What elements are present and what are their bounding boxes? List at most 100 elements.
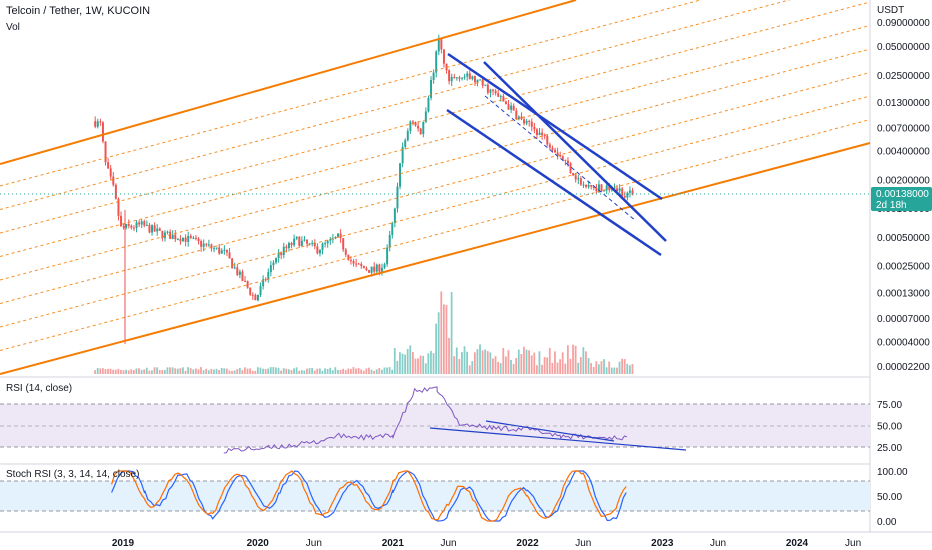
stoch-title[interactable]: Stoch RSI (3, 3, 14, 14, close) xyxy=(6,469,139,480)
chart-title[interactable]: Telcoin / Tether, 1W, KUCOIN xyxy=(6,5,150,17)
volume-bar xyxy=(370,369,373,374)
candle-body xyxy=(450,77,453,82)
volume-bar xyxy=(579,357,582,374)
candle-body xyxy=(362,266,365,269)
volume-bar xyxy=(530,355,533,374)
candle-body xyxy=(600,184,603,192)
volume-bar xyxy=(399,352,401,374)
volume-bar xyxy=(225,368,228,374)
volume-bar xyxy=(241,370,244,374)
candle-body xyxy=(618,188,621,192)
volume-bar xyxy=(169,367,171,374)
time-tick-label: Jun xyxy=(710,538,726,549)
candle-body xyxy=(461,77,464,79)
channel-fan-line xyxy=(0,0,703,187)
volume-bar xyxy=(171,367,174,374)
volume-bar xyxy=(481,350,484,374)
volume-bar xyxy=(148,370,151,374)
volume-bar xyxy=(277,367,280,374)
volume-bar xyxy=(267,368,270,374)
volume-bar xyxy=(605,367,608,374)
volume-bar xyxy=(259,367,262,374)
candle-body xyxy=(592,186,595,188)
time-tick-label: 2022 xyxy=(516,538,539,549)
candle-body xyxy=(161,230,164,239)
volume-bar xyxy=(355,368,357,374)
rsi-trendline-b xyxy=(485,420,615,442)
volume-bar xyxy=(285,368,288,374)
volume-bar xyxy=(533,352,536,374)
time-tick-label: 2023 xyxy=(651,538,674,549)
candle-body xyxy=(626,192,629,198)
price-tick-label: 0.01300000 xyxy=(877,98,930,109)
volume-bar xyxy=(608,361,611,374)
candle-body xyxy=(494,90,497,94)
volume-bar xyxy=(238,367,241,374)
volume-bar xyxy=(324,368,326,374)
price-tick-label: 0.02500000 xyxy=(877,71,930,82)
volume-bar xyxy=(422,355,425,374)
candle-body xyxy=(282,246,285,256)
volume-bar xyxy=(512,364,515,374)
candle-body xyxy=(156,228,159,232)
candle-body xyxy=(184,237,187,242)
volume-bar xyxy=(566,345,569,374)
volume-bar xyxy=(628,365,631,374)
volume-bar xyxy=(249,368,251,374)
candle-body xyxy=(603,190,606,192)
time-axis[interactable]: 2019 2020 Jun 2021 Jun 2022 Jun 2023 Jun 2024 Jun xyxy=(112,538,861,549)
volume-label[interactable]: Vol xyxy=(6,22,20,33)
volume-bar xyxy=(205,368,208,374)
volume-bar xyxy=(280,370,282,374)
price-tick-label: 0.00050000 xyxy=(877,233,930,244)
volume-bar xyxy=(616,367,618,374)
candle-body xyxy=(264,279,267,281)
candle-body xyxy=(182,237,185,242)
candle-body xyxy=(215,247,218,249)
candle-body xyxy=(138,222,141,225)
candle-body xyxy=(497,93,500,97)
candle-body xyxy=(249,287,252,295)
volume-bar xyxy=(272,367,275,374)
candle-body xyxy=(109,168,112,177)
volume-bar xyxy=(564,363,567,374)
volume-bar xyxy=(378,367,381,374)
candle-body xyxy=(176,238,179,240)
volume-bar xyxy=(166,367,169,374)
volume-bar xyxy=(262,368,264,374)
candle-body xyxy=(256,294,259,301)
candle-body xyxy=(349,260,352,262)
candle-body xyxy=(194,237,197,239)
volume-bar xyxy=(510,359,512,374)
volume-bar xyxy=(117,368,120,374)
candle-body xyxy=(360,264,363,267)
volume-bar xyxy=(207,370,210,374)
stoch-band xyxy=(0,481,870,511)
volume-bar xyxy=(554,351,556,374)
candle-body xyxy=(455,77,458,79)
rsi-title[interactable]: RSI (14, close) xyxy=(6,383,72,394)
candle-body xyxy=(272,262,275,266)
wedge-middle-line xyxy=(483,61,667,242)
candle-body xyxy=(543,135,546,137)
channel-fan-line xyxy=(0,95,871,328)
candle-body xyxy=(329,239,332,241)
volume-bar xyxy=(391,369,394,374)
volume-bar xyxy=(380,369,383,374)
price-axis[interactable]: 0.09000000 0.05000000 0.02500000 0.01300000… xyxy=(877,18,930,373)
volume-bar xyxy=(610,367,613,374)
channel-upper-line xyxy=(0,0,577,165)
candle-body xyxy=(122,226,125,228)
candle-body xyxy=(158,228,161,231)
stoch-tick-label: 100.00 xyxy=(877,467,908,478)
candle-body xyxy=(94,120,97,127)
volume-bar xyxy=(295,367,298,374)
currency-label: USDT xyxy=(877,5,904,16)
candle-body xyxy=(238,271,241,275)
volume-bar xyxy=(334,367,337,374)
volume-bar xyxy=(156,367,158,374)
stoch-line xyxy=(111,470,627,522)
candle-body xyxy=(117,198,120,216)
